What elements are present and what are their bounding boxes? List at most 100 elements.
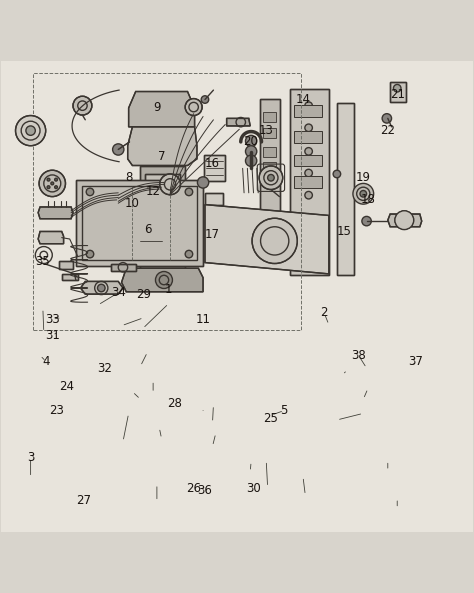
Circle shape [333, 170, 341, 178]
Text: 27: 27 [76, 493, 91, 506]
Circle shape [353, 183, 374, 204]
Circle shape [73, 96, 92, 115]
Polygon shape [204, 155, 225, 181]
Text: 29: 29 [136, 288, 151, 301]
Circle shape [305, 124, 312, 132]
Text: 33: 33 [45, 313, 60, 326]
Text: 12: 12 [146, 186, 161, 199]
Text: 24: 24 [59, 381, 74, 394]
Circle shape [305, 192, 312, 199]
Polygon shape [62, 274, 78, 280]
Circle shape [47, 178, 50, 181]
Circle shape [382, 114, 392, 123]
Circle shape [152, 189, 162, 199]
Text: 11: 11 [196, 313, 210, 326]
Polygon shape [145, 174, 181, 227]
Circle shape [113, 144, 124, 155]
Polygon shape [38, 207, 73, 219]
FancyBboxPatch shape [263, 128, 276, 138]
Text: 4: 4 [42, 355, 50, 368]
Text: 22: 22 [380, 124, 395, 137]
Text: 31: 31 [45, 329, 60, 342]
Text: 13: 13 [259, 124, 273, 137]
FancyBboxPatch shape [263, 146, 276, 157]
Text: 37: 37 [408, 355, 422, 368]
Circle shape [305, 148, 312, 155]
Text: 21: 21 [390, 88, 405, 101]
Circle shape [305, 213, 312, 221]
Text: 32: 32 [97, 362, 111, 375]
Polygon shape [388, 214, 422, 227]
Text: 20: 20 [243, 135, 258, 148]
Text: 9: 9 [153, 101, 161, 114]
Circle shape [160, 174, 181, 195]
Circle shape [268, 174, 274, 181]
Circle shape [39, 170, 65, 197]
Circle shape [86, 188, 94, 196]
Polygon shape [1, 61, 473, 532]
Text: 19: 19 [356, 171, 371, 184]
Circle shape [305, 102, 312, 110]
Polygon shape [59, 261, 73, 269]
Circle shape [16, 116, 46, 146]
Polygon shape [227, 119, 250, 126]
Polygon shape [128, 91, 195, 127]
Circle shape [305, 169, 312, 177]
Polygon shape [290, 89, 329, 275]
Circle shape [395, 211, 414, 229]
Text: 34: 34 [111, 286, 126, 299]
Text: 25: 25 [264, 412, 278, 425]
Text: 5: 5 [281, 404, 288, 417]
Text: 14: 14 [295, 93, 310, 106]
Circle shape [393, 84, 401, 92]
Circle shape [98, 284, 105, 292]
Circle shape [246, 146, 257, 157]
Polygon shape [121, 268, 203, 292]
Polygon shape [76, 180, 203, 266]
Circle shape [155, 272, 173, 288]
Text: 17: 17 [205, 228, 220, 241]
Circle shape [185, 98, 202, 116]
Circle shape [26, 126, 36, 135]
Text: 26: 26 [186, 482, 201, 495]
Text: 10: 10 [125, 197, 140, 210]
Circle shape [55, 186, 57, 189]
Polygon shape [111, 263, 136, 270]
Circle shape [51, 182, 54, 185]
Circle shape [55, 178, 57, 181]
Polygon shape [38, 231, 64, 244]
FancyBboxPatch shape [294, 131, 322, 143]
Circle shape [305, 236, 312, 244]
Text: 18: 18 [361, 193, 375, 206]
FancyBboxPatch shape [294, 105, 322, 117]
Text: 15: 15 [337, 225, 352, 238]
Polygon shape [390, 82, 406, 103]
Text: 6: 6 [144, 223, 151, 236]
Circle shape [252, 218, 297, 263]
Circle shape [86, 250, 94, 258]
Polygon shape [205, 205, 329, 274]
FancyBboxPatch shape [263, 162, 276, 173]
Polygon shape [337, 103, 354, 275]
Text: 1: 1 [165, 283, 173, 296]
Circle shape [305, 256, 312, 263]
Polygon shape [140, 165, 185, 269]
Polygon shape [205, 193, 223, 205]
Circle shape [362, 216, 371, 226]
FancyBboxPatch shape [263, 112, 276, 122]
Text: 7: 7 [158, 149, 165, 162]
Text: 3: 3 [27, 451, 34, 464]
Text: 23: 23 [50, 404, 64, 417]
Circle shape [47, 186, 50, 189]
Text: 16: 16 [205, 157, 220, 170]
Text: 8: 8 [125, 171, 132, 184]
Polygon shape [128, 127, 197, 165]
Circle shape [185, 250, 193, 258]
FancyBboxPatch shape [294, 176, 322, 187]
FancyBboxPatch shape [294, 155, 322, 167]
Circle shape [259, 166, 283, 190]
FancyBboxPatch shape [263, 176, 276, 187]
Text: 28: 28 [167, 397, 182, 410]
Circle shape [360, 190, 366, 197]
Text: 35: 35 [36, 254, 50, 267]
